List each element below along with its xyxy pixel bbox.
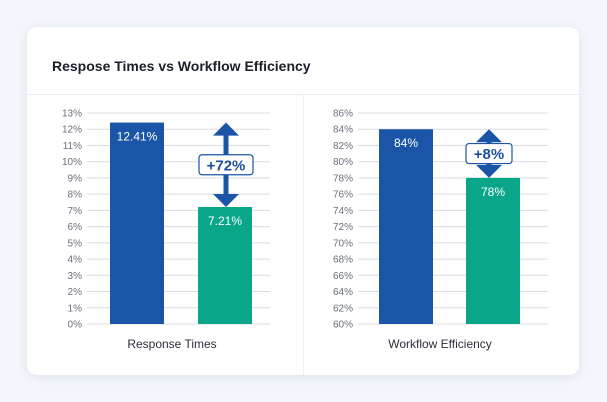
y-tick-label: 64% [333,287,353,298]
y-tick-label: 86% [333,109,353,120]
y-tick-label: 68% [333,255,353,266]
arrow-head-down [476,164,502,178]
workflow-efficiency-chart: 60% 62% 64% 66% 68% 70% 72% 74% 76% 78% 80% 82% 84% 8… [333,109,548,351]
x-axis-label: Response Times [127,337,216,351]
y-tick-label: 5% [68,238,83,249]
data-label: 7.21% [208,214,242,228]
annotation-label: +8% [474,146,504,163]
title-divider [27,94,579,95]
y-tick-label: 8% [68,190,83,201]
y-tick-label: 80% [333,157,353,168]
y-tick-label: 0% [68,320,83,331]
y-tick-label: 13% [62,109,82,120]
y-tick-label: 82% [333,141,353,152]
y-tick-label: 76% [333,190,353,201]
y-tick-label: 7% [68,206,83,217]
chart-title: Respose Times vs Workflow Efficiency [52,58,311,74]
arrow-head-up [476,129,502,143]
y-tick-label: 78% [333,173,353,184]
annotation-box [198,154,254,176]
y-tick-label: 60% [333,320,353,331]
y-tick-label: 72% [333,222,353,233]
y-tick-label: 3% [68,271,83,282]
bar [379,129,433,324]
annotation-label: +72% [207,157,246,174]
data-label: 78% [481,185,505,199]
y-tick-label: 62% [333,303,353,314]
data-label: 12.41% [117,130,158,144]
arrow-head-down [213,193,239,207]
panel-divider [303,95,304,375]
y-tick-label: 6% [68,222,83,233]
y-tick-label: 11% [63,141,82,152]
y-tick-label: 74% [333,206,353,217]
bar [198,206,252,324]
y-tick-label: 66% [333,271,353,282]
y-tick-label: 2% [68,287,83,298]
y-tick-label: 9% [68,173,83,184]
y-tick-label: 10% [62,157,82,168]
annotation-box [465,142,513,165]
y-tick-label: 70% [333,238,353,249]
arrow-head-up [213,122,239,136]
x-axis-label: Workflow Efficiency [388,337,492,351]
y-tick-label: 84% [333,125,353,136]
bar [466,177,520,324]
response-times-chart: 0% 1% 2% 3% 4% 5% 6% 7% 8% 9% 10% 11% 12% 13% 12.41% 7.… [62,109,270,351]
y-tick-label: 1% [68,303,83,314]
y-tick-label: 12% [62,125,82,136]
bar [110,122,164,324]
y-tick-label: 4% [68,255,83,266]
data-label: 84% [394,136,418,150]
